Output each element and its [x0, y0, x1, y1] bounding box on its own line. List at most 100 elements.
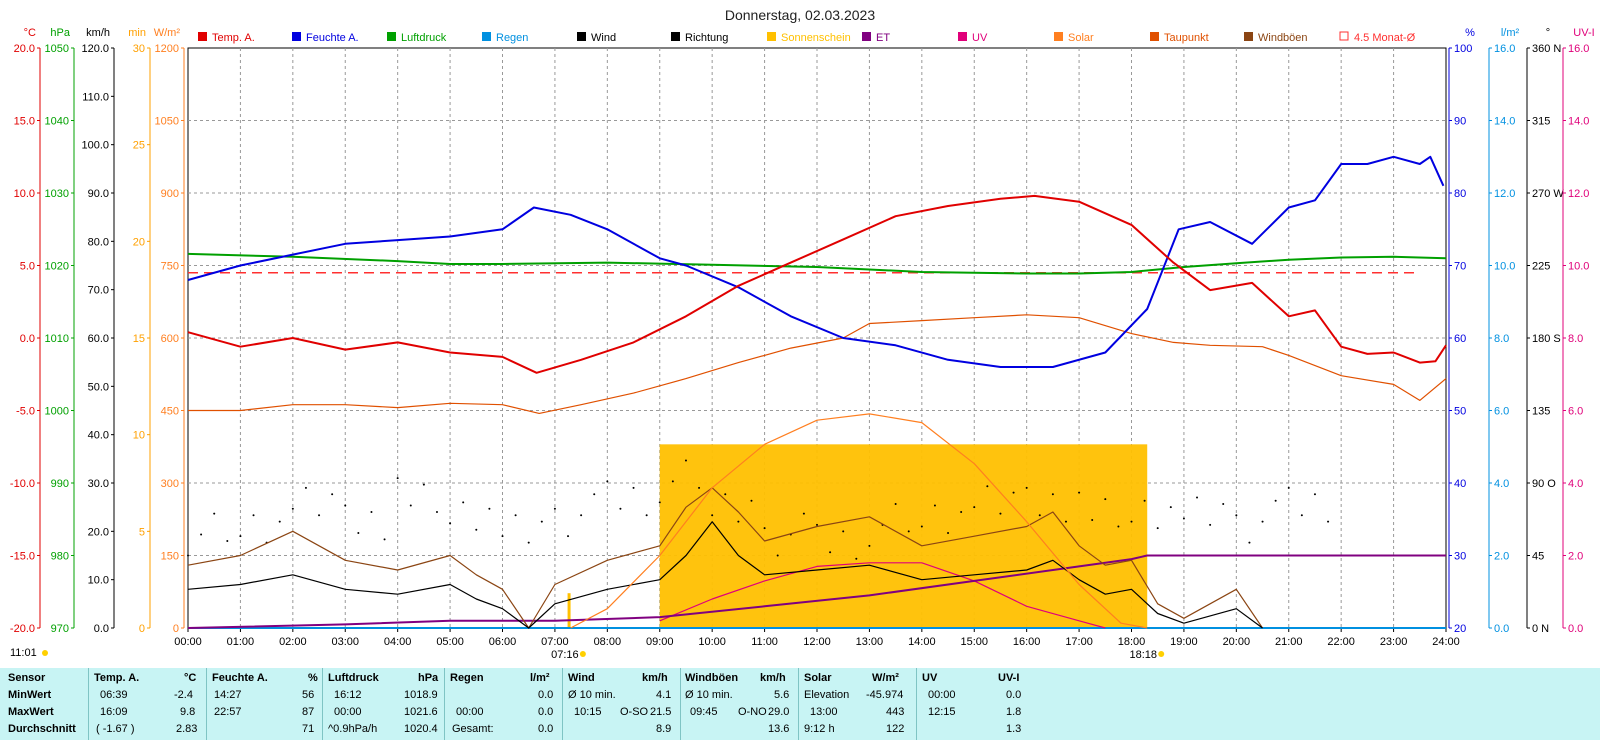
axis-tick-label: 270 W — [1532, 188, 1564, 200]
direction-dot — [868, 544, 871, 547]
direction-dot — [986, 485, 989, 488]
axis-unit-label: km/h — [86, 27, 110, 39]
col-separator — [206, 668, 207, 740]
col-separator — [562, 668, 563, 740]
x-axis-tick-label: 19:00 — [1170, 636, 1198, 648]
direction-dot — [829, 551, 832, 554]
axis-tick-label: 0 — [139, 623, 145, 635]
axis-unit-label: UV-I — [1573, 27, 1594, 39]
x-axis-tick-label: 14:00 — [908, 636, 936, 648]
uv-min-time: 00:00 — [928, 689, 956, 701]
axis-tick-label: 10.0 — [1494, 261, 1515, 273]
axis-tick-label: 20 — [133, 236, 145, 248]
direction-dot — [1248, 541, 1251, 544]
direction-dot — [632, 486, 635, 489]
solar-r2-time: 13:00 — [810, 706, 838, 718]
legend-label: Richtung — [685, 32, 728, 44]
row-label-max: MaxWert — [8, 706, 54, 718]
solar-r2: 443 — [886, 706, 905, 718]
sun-markers: 07:16 18:18 — [551, 649, 1165, 661]
legend-swatch — [767, 32, 776, 41]
legend-label: Feuchte A. — [306, 32, 359, 44]
axis-tick-label: 50.0 — [88, 381, 109, 393]
axis-tick-label: 70.0 — [88, 285, 109, 297]
axis-tick-label: 8.0 — [1494, 333, 1509, 345]
hdr-rain-unit: l/m² — [530, 672, 550, 684]
direction-dot — [999, 512, 1002, 515]
axis-tick-label: 4.0 — [1568, 478, 1583, 490]
rain-max: 0.0 — [538, 706, 554, 718]
hdr-temp: Temp. A. — [94, 672, 140, 684]
hdr-temp-unit: °C — [184, 672, 197, 684]
direction-dot — [920, 525, 923, 528]
press-trend: ^0.9hPa/h — [328, 723, 378, 735]
rain-min: 0.0 — [538, 689, 554, 701]
direction-dot — [331, 493, 334, 496]
gust-avg: 13.6 — [768, 723, 790, 735]
direction-dot — [1078, 491, 1081, 494]
series-temp — [187, 194, 1447, 374]
x-axis-tick-label: 11:00 — [751, 636, 778, 648]
axis-tick-label: 360 N — [1532, 43, 1561, 55]
series-gusts — [187, 487, 1263, 629]
col-separator — [680, 668, 681, 740]
direction-dot — [396, 477, 399, 480]
direction-dot — [1143, 499, 1146, 502]
axis-tick-label: 120.0 — [81, 43, 109, 55]
direction-dot — [1156, 527, 1159, 530]
hdr-sensor: Sensor — [8, 672, 46, 684]
hdr-hum: Feuchte A. — [212, 672, 268, 684]
hum-avg: 71 — [302, 723, 315, 735]
row-label-avg: Durchschnitt — [8, 723, 76, 735]
rain-total-label: Gesamt: — [452, 723, 494, 735]
series-group — [187, 155, 1447, 629]
press-avg: 1020.4 — [404, 723, 438, 735]
axis-tick-label: 1040 — [45, 116, 69, 128]
legend-swatch — [482, 32, 491, 41]
series-humidity — [187, 155, 1445, 368]
sun-icon — [42, 650, 48, 656]
direction-dot — [540, 520, 543, 523]
direction-dot — [1222, 502, 1225, 505]
axis-tick-label: 12.0 — [1568, 188, 1589, 200]
hdr-press: Luftdruck — [328, 672, 379, 684]
axis-tick-label: 600 — [161, 333, 179, 345]
rain-total: 0.0 — [538, 723, 554, 735]
chart-title: Donnerstag, 02.03.2023 — [725, 7, 875, 23]
direction-dot — [304, 486, 307, 489]
direction-dot — [1209, 523, 1212, 526]
axis-tick-label: 4.0 — [1494, 478, 1509, 490]
legend-label: Windböen — [1258, 32, 1308, 44]
rain-max-time: 00:00 — [456, 706, 484, 718]
direction-dot — [1117, 525, 1120, 528]
x-axis-tick-label: 16:00 — [1013, 636, 1041, 648]
x-axis-tick-label: 01:00 — [227, 636, 255, 648]
axis-tick-label: 20 — [1454, 623, 1466, 635]
legend-label: ET — [876, 32, 890, 44]
hdr-hum-unit: % — [308, 672, 318, 684]
axis-tick-label: 30.0 — [88, 478, 109, 490]
legend-swatch — [1150, 32, 1159, 41]
wind-avg: 8.9 — [656, 723, 672, 735]
axis-tick-label: 90 O — [1532, 478, 1556, 490]
direction-dot — [593, 493, 596, 496]
legend-swatch — [198, 32, 207, 41]
axis-tick-label: 14.0 — [1568, 116, 1589, 128]
direction-dot — [750, 499, 753, 502]
axis-tick-label: 1000 — [45, 406, 69, 418]
hdr-gust-unit: km/h — [760, 672, 786, 684]
temp-max-time: 16:09 — [100, 706, 128, 718]
axis-tick-label: 30 — [1454, 551, 1466, 563]
axis-tick-label: 2.0 — [1494, 551, 1509, 563]
legend-label: Temp. A. — [212, 32, 255, 44]
axis-tick-label: 60.0 — [88, 333, 109, 345]
direction-dot — [475, 528, 478, 531]
series-solar — [570, 413, 1148, 629]
x-axis-tick-label: 06:00 — [489, 636, 517, 648]
legend-swatch — [862, 32, 871, 41]
axis-tick-label: 0.0 — [20, 333, 35, 345]
direction-dot — [449, 522, 452, 525]
solar-r1: -45.974 — [866, 689, 904, 701]
direction-dot — [1038, 514, 1041, 517]
direction-dot — [802, 512, 805, 515]
